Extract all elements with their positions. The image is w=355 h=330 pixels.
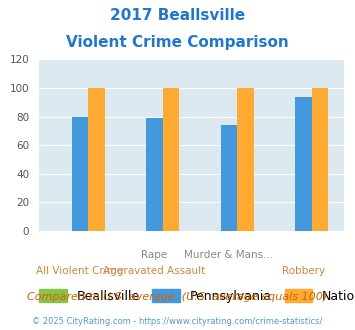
Bar <box>88 88 105 231</box>
Text: Robbery: Robbery <box>282 266 325 276</box>
Text: Compared to U.S. average. (U.S. average equals 100): Compared to U.S. average. (U.S. average … <box>27 292 328 302</box>
Text: Aggravated Assault: Aggravated Assault <box>103 266 206 276</box>
Bar <box>221 125 237 231</box>
Text: Violent Crime Comparison: Violent Crime Comparison <box>66 35 289 50</box>
Text: All Violent Crime: All Violent Crime <box>36 266 124 276</box>
Bar <box>72 116 88 231</box>
Bar <box>312 88 328 231</box>
Text: © 2025 CityRating.com - https://www.cityrating.com/crime-statistics/: © 2025 CityRating.com - https://www.city… <box>32 317 323 326</box>
Bar <box>237 88 253 231</box>
Bar <box>146 118 163 231</box>
Bar <box>295 97 312 231</box>
Text: Rape: Rape <box>141 250 168 260</box>
Text: 2017 Beallsville: 2017 Beallsville <box>110 8 245 23</box>
Text: Murder & Mans...: Murder & Mans... <box>184 250 274 260</box>
Legend: Beallsville, Pennsylvania, National: Beallsville, Pennsylvania, National <box>39 289 355 303</box>
Bar <box>163 88 179 231</box>
